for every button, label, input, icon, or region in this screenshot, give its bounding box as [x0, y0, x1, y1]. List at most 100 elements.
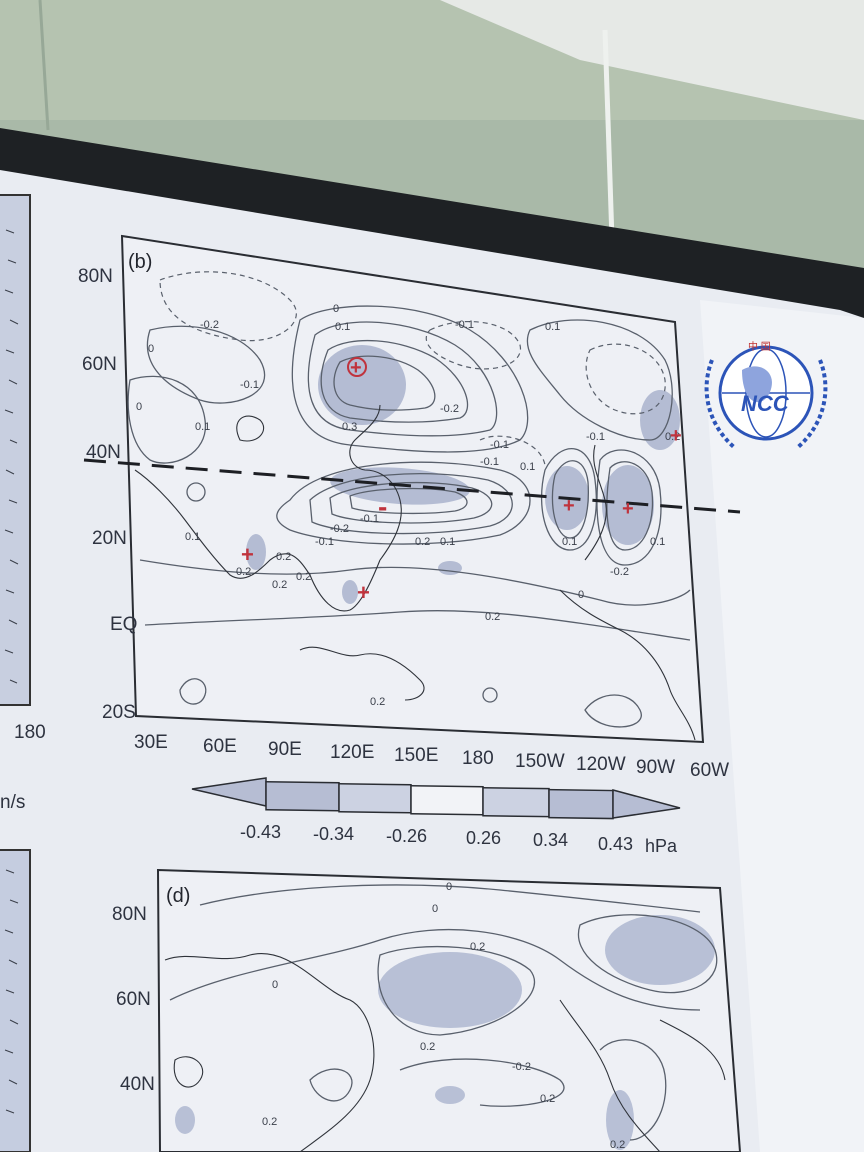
contour-label: 0.2 [296, 571, 311, 583]
map-b-lat-tick: 20N [92, 528, 127, 549]
contour-label: -0.2 [440, 403, 459, 415]
map-b-shading [246, 345, 680, 604]
map-d: (d) 80N 60N 40N 0 0 0 0.2 0.2 -0.2 0.2 0… [112, 868, 742, 1152]
colorbar-right-arrow [612, 789, 681, 819]
logo-laurel-right [795, 359, 828, 450]
contour-label: -0.2 [200, 319, 219, 331]
map-b-lon-tick: 60W [690, 760, 729, 781]
marker-minus: - [378, 491, 387, 522]
map-b-lon-tick: 150W [515, 751, 565, 772]
screen-glare [700, 300, 864, 1152]
contour-label: -0.1 [315, 536, 334, 548]
marker-plus: + [357, 580, 370, 605]
map-b-lat-ticks: 80N 60N 40N 20N EQ 20S [78, 266, 137, 723]
contour-label: 0.2 [485, 611, 500, 623]
contour-label: 0.2 [470, 941, 485, 953]
colorbar-value: -0.43 [240, 822, 281, 842]
contour-label: 0.2 [236, 566, 251, 578]
marker-plus: + [350, 357, 362, 379]
colorbar-value: 0.43 [598, 834, 633, 854]
marker-plus: + [622, 498, 634, 520]
marker-plus: + [241, 542, 254, 567]
contour-label: -0.2 [330, 523, 349, 535]
map-b-negative-contours [159, 271, 666, 466]
contour-label: 0.2 [262, 1116, 277, 1128]
contour-label: 0.1 [195, 421, 210, 433]
ncc-logo: 中 国 NCC [704, 340, 828, 450]
map-b-lon-tick: 120W [576, 754, 626, 775]
map-d-lat-tick: 60N [116, 989, 151, 1010]
map-d-lat-ticks: 80N 60N 40N [112, 904, 155, 1095]
map-d-contours [169, 884, 718, 1141]
contour-label: 0 [432, 903, 438, 915]
marker-plus: + [670, 425, 682, 447]
marker-circle [347, 357, 367, 377]
map-b-lon-tick: 30E [134, 732, 168, 753]
contour-label: 0.2 [665, 431, 680, 443]
map-b-reference-line [83, 458, 741, 514]
contour-label: 0.2 [540, 1093, 555, 1105]
contour-label: 0.2 [420, 1041, 435, 1053]
contour-label: 0.1 [520, 461, 535, 473]
map-b: (b) 80N 60N 40N 20N EQ 20S 30E 60E 90E 1… [78, 234, 741, 781]
colorbar-value: -0.34 [313, 824, 354, 844]
contour-label: 0.3 [342, 421, 357, 433]
map-d-lat-tick: 80N [112, 904, 147, 925]
contour-label: 0.1 [185, 531, 200, 543]
contour-label: 0.1 [545, 321, 560, 333]
contour-label: 0 [333, 303, 339, 315]
colorbar-value: 0.26 [466, 828, 501, 848]
contour-label: -0.1 [480, 456, 499, 468]
contour-label: 0.1 [440, 536, 455, 548]
colorbar-value: 0.34 [533, 830, 568, 850]
map-b-markers: + + + + + + - [241, 357, 682, 605]
colorbar-bin [410, 784, 484, 816]
map-b-lat-tick: 40N [86, 442, 121, 463]
colorbar-bin [265, 780, 340, 812]
left-tick-label: 180 [14, 722, 46, 743]
colorbar-bin [338, 782, 412, 814]
contour-label: -0.1 [490, 439, 509, 451]
map-b-contour-labels: 0 0.1 0 -0.2 -0.1 0 0.3 -0.2 -0.1 0.1 -0… [136, 303, 680, 708]
map-b-coastlines [134, 404, 696, 741]
logo-laurel-left [704, 359, 737, 450]
map-d-lat-tick: 40N [120, 1074, 155, 1095]
contour-label: -0.2 [610, 566, 629, 578]
map-b-lat-tick: EQ [110, 614, 137, 635]
map-d-coastlines [164, 953, 726, 1152]
contour-label: 0 [136, 401, 142, 413]
map-b-lat-tick: 60N [82, 354, 117, 375]
map-d-shading [175, 915, 715, 1150]
map-d-contour-labels: 0 0 0 0.2 0.2 -0.2 0.2 0.2 0.2 [262, 881, 625, 1151]
contour-label: -0.1 [455, 319, 474, 331]
map-b-lon-tick: 60E [203, 736, 237, 757]
left-partial-panel: 180 n/s [0, 194, 46, 1152]
map-b-lon-ticks: 30E 60E 90E 120E 150E 180 150W 120W 90W … [134, 732, 729, 781]
logo-chinese-text: 中 国 [748, 340, 771, 353]
colorbar-bin [548, 788, 614, 820]
map-b-lon-tick: 150E [394, 745, 438, 766]
contour-label: -0.1 [360, 513, 379, 525]
contour-label: 0.1 [335, 321, 350, 333]
contour-label: 0 [148, 343, 154, 355]
contour-label: 0 [578, 589, 584, 601]
contour-label: -0.1 [586, 431, 605, 443]
colorbar-value: -0.26 [386, 826, 427, 846]
logo-text: NCC [741, 391, 790, 416]
contour-label: -0.2 [512, 1061, 531, 1073]
contour-label: 0 [272, 979, 278, 991]
map-b-lon-tick: 90W [636, 757, 675, 778]
contour-label: 0.2 [415, 536, 430, 548]
map-b-lon-tick: 120E [330, 742, 374, 763]
contour-label: -0.1 [240, 379, 259, 391]
contour-label: 0.2 [610, 1139, 625, 1151]
map-b-lat-tick: 80N [78, 266, 113, 287]
wall-seam [38, 0, 50, 131]
map-b-lon-tick: 90E [268, 739, 302, 760]
hanging-cable [602, 29, 615, 241]
map-b-lat-tick: 20S [102, 702, 136, 723]
contour-label: 0 [446, 881, 452, 893]
colorbar-bin [482, 786, 550, 818]
map-b-lon-tick: 180 [462, 748, 494, 769]
